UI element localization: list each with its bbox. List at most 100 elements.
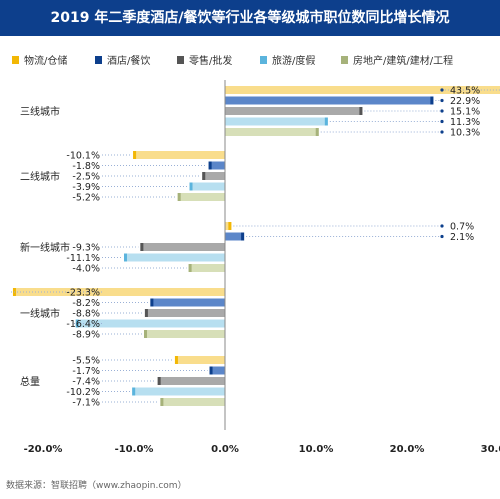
- bar-end-cap: [359, 107, 363, 115]
- bar-end-cap: [324, 117, 328, 126]
- leader-dot: [440, 98, 444, 103]
- bar: [225, 86, 500, 94]
- source-note: 数据来源：智联招聘（www.zhaopin.com）: [6, 481, 187, 491]
- bar-end-cap: [140, 243, 144, 251]
- leader-dot: [440, 130, 444, 134]
- x-tick-label: 0.0%: [211, 444, 239, 455]
- leader-dot: [440, 88, 444, 92]
- value-label: 0.7%: [450, 222, 474, 233]
- category-label: 新一线城市: [20, 241, 70, 254]
- value-label: -10.1%: [66, 151, 100, 162]
- leader-dot: [440, 109, 444, 113]
- leader-dot: [440, 234, 444, 239]
- bar: [75, 319, 225, 328]
- bar: [225, 107, 363, 115]
- category-label: 一线城市: [20, 307, 60, 320]
- bar-end-cap: [208, 161, 212, 170]
- bar-end-cap: [133, 151, 137, 159]
- value-label: -23.3%: [66, 288, 100, 299]
- value-label: 15.1%: [450, 107, 480, 118]
- value-label: -5.2%: [72, 193, 100, 204]
- value-label: 10.3%: [450, 128, 480, 139]
- value-label: 11.3%: [450, 117, 480, 128]
- bar-end-cap: [189, 182, 193, 191]
- bar-end-cap: [209, 366, 213, 375]
- x-tick-label: 30.0%: [481, 444, 500, 455]
- legend-label: 酒店/餐饮: [107, 54, 150, 67]
- bar: [225, 232, 245, 241]
- value-label: -1.7%: [72, 366, 100, 377]
- value-label: -2.5%: [72, 172, 100, 183]
- x-tick-label: -10.0%: [115, 444, 154, 455]
- legend-swatch: [177, 56, 184, 64]
- bar-end-cap: [144, 309, 148, 317]
- bar-end-cap: [177, 193, 181, 201]
- legend-swatch: [341, 56, 348, 64]
- value-label: -11.1%: [66, 253, 100, 264]
- x-tick-label: -20.0%: [24, 444, 63, 455]
- bar-end-cap: [430, 96, 434, 105]
- value-label: -10.2%: [66, 387, 100, 398]
- bar: [174, 356, 225, 364]
- bar: [208, 161, 225, 170]
- bar: [225, 117, 328, 126]
- bar: [225, 128, 319, 136]
- bar-end-cap: [188, 264, 192, 272]
- value-label: 22.9%: [450, 96, 480, 107]
- x-tick-label: 10.0%: [299, 444, 334, 455]
- category-label: 总量: [20, 375, 40, 388]
- legend-label: 零售/批发: [189, 54, 232, 67]
- value-label: -8.9%: [72, 330, 100, 341]
- bar-end-cap: [132, 387, 136, 396]
- title-bar: [0, 0, 500, 36]
- bar-end-cap: [241, 232, 245, 241]
- legend-swatch: [260, 56, 267, 64]
- bar-end-cap: [228, 222, 232, 230]
- legend-swatch: [95, 56, 102, 64]
- bar: [225, 96, 434, 105]
- category-label: 三线城市: [20, 105, 60, 118]
- bar-end-cap: [202, 172, 206, 180]
- bar: [144, 309, 225, 317]
- bar: [140, 243, 225, 251]
- value-label: -7.1%: [72, 398, 100, 409]
- leader-dot: [440, 119, 444, 124]
- x-tick-label: 20.0%: [390, 444, 425, 455]
- bar-end-cap: [174, 356, 178, 364]
- legend-swatch: [12, 56, 19, 64]
- bar-end-cap: [157, 377, 161, 385]
- value-label: -1.8%: [72, 161, 100, 172]
- category-label: 二线城市: [20, 170, 60, 183]
- value-label: -8.8%: [72, 309, 100, 320]
- value-label: -5.5%: [72, 356, 100, 367]
- value-label: -9.3%: [72, 243, 100, 254]
- bar: [225, 222, 232, 230]
- legend-label: 物流/仓储: [24, 54, 67, 67]
- bar: [132, 387, 225, 396]
- bar-end-cap: [160, 398, 164, 406]
- value-label: -4.0%: [72, 264, 100, 275]
- chart-title: 2019 年二季度酒店/餐饮等行业各等级城市职位数同比增长情况: [50, 10, 450, 26]
- bar: [177, 193, 225, 201]
- bar: [133, 151, 225, 159]
- bar: [202, 172, 225, 180]
- value-label: -7.4%: [72, 377, 100, 388]
- bar-end-cap: [123, 253, 127, 262]
- leader-dot: [440, 224, 444, 228]
- bar: [123, 253, 225, 262]
- bar-end-cap: [144, 330, 148, 338]
- bar-end-cap: [150, 298, 154, 307]
- value-label: -3.9%: [72, 182, 100, 193]
- legend-label: 房地产/建筑/建材/工程: [353, 54, 453, 67]
- bar-end-cap: [315, 128, 319, 136]
- bar: [157, 377, 225, 385]
- value-label: -16.4%: [66, 319, 100, 330]
- bar: [160, 398, 225, 406]
- value-label: 43.5%: [450, 86, 480, 97]
- value-label: 2.1%: [450, 232, 474, 243]
- legend-label: 旅游/度假: [272, 54, 315, 67]
- bar: [12, 288, 225, 296]
- bar: [150, 298, 225, 307]
- bar: [188, 264, 225, 272]
